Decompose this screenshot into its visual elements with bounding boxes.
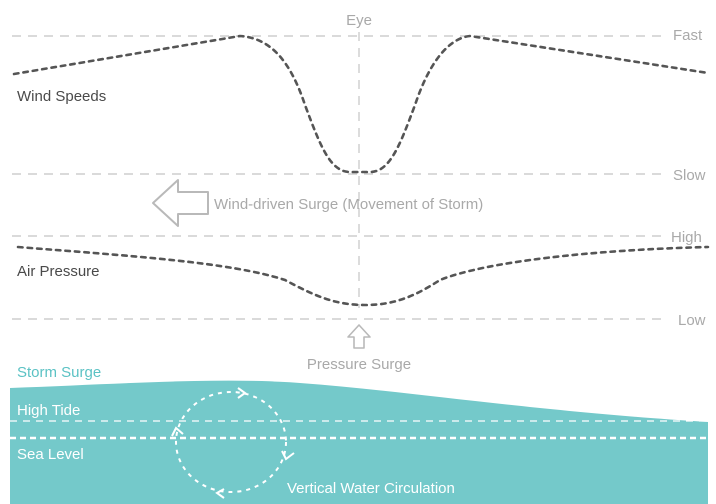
pressure-surge-label: Pressure Surge	[307, 356, 411, 373]
vertical-circulation-label: Vertical Water Circulation	[287, 480, 455, 497]
wind-speeds-label: Wind Speeds	[17, 88, 106, 105]
arrow-up-outline-icon	[347, 324, 371, 349]
slow-label: Slow	[673, 167, 706, 184]
high-tide-label: High Tide	[17, 402, 80, 419]
storm-surge-label: Storm Surge	[17, 364, 101, 381]
wind-speed-curve	[12, 34, 710, 174]
low-label: Low	[678, 312, 706, 329]
high-label: High	[671, 229, 702, 246]
air-pressure-curve	[16, 245, 710, 307]
sea-level-label: Sea Level	[17, 446, 84, 463]
eye-label: Eye	[346, 12, 372, 29]
storm-surge-water	[10, 380, 708, 504]
wind-surge-label: Wind-driven Surge (Movement of Storm)	[214, 196, 483, 213]
fast-label: Fast	[673, 27, 703, 44]
arrow-left-outline-icon	[152, 179, 209, 227]
circular-arrows-icon	[171, 387, 295, 499]
air-pressure-label: Air Pressure	[17, 263, 100, 280]
